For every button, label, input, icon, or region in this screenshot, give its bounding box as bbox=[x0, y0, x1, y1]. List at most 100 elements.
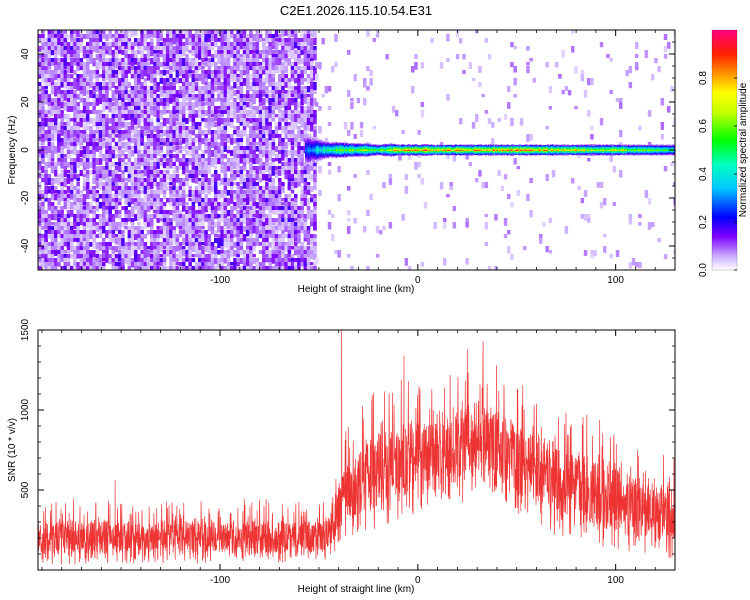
spectrogram-cell bbox=[156, 38, 160, 44]
spectrogram-cell bbox=[318, 126, 322, 134]
spectrogram-cell bbox=[63, 34, 68, 40]
spectrogram-cell bbox=[66, 46, 71, 53]
spectrogram-cell bbox=[242, 158, 247, 166]
spectrogram-cell bbox=[111, 82, 116, 89]
spectrogram-cell bbox=[54, 50, 58, 58]
spectrogram-cell bbox=[201, 246, 205, 251]
spectrogram-cell bbox=[252, 118, 256, 126]
spectrogram-cell bbox=[278, 42, 282, 46]
spectrogram-cell bbox=[57, 82, 61, 89]
spectrogram-cell bbox=[102, 98, 106, 103]
spectrogram-cell bbox=[111, 202, 116, 209]
spectrogram-cell bbox=[249, 126, 253, 133]
spectrogram-cell bbox=[580, 74, 585, 82]
spectrogram-cell bbox=[548, 218, 553, 223]
spectrogram-cell bbox=[246, 74, 250, 81]
spectrogram-cell bbox=[252, 206, 256, 210]
spectrogram-cell bbox=[233, 206, 237, 211]
spectrogram-cell bbox=[175, 106, 180, 112]
spectrogram-cell bbox=[105, 258, 109, 263]
spectrogram-cell bbox=[172, 146, 176, 152]
spectrogram-cell bbox=[255, 182, 260, 186]
spectrogram-cell bbox=[118, 42, 122, 47]
spectrogram-cell bbox=[102, 182, 106, 186]
spectrogram-cell bbox=[255, 194, 260, 201]
spectrogram-cell bbox=[130, 50, 135, 56]
spectrogram-cell bbox=[220, 130, 224, 137]
spectrogram-cell bbox=[249, 30, 253, 37]
spectrogram-band-slice bbox=[313, 148, 315, 152]
spectrogram-cell bbox=[92, 122, 96, 127]
spectrogram-cell bbox=[166, 234, 170, 238]
spectrogram-cell bbox=[246, 222, 250, 227]
spectrogram-cell bbox=[201, 50, 205, 58]
spectrogram-cell bbox=[172, 234, 176, 241]
spectrogram-cell bbox=[226, 198, 231, 203]
spectrogram-cell bbox=[172, 34, 176, 39]
spectrogram-cell bbox=[134, 266, 138, 270]
spectrogram-cell bbox=[178, 178, 183, 184]
spectrogram-cell bbox=[156, 110, 160, 116]
spectrogram-cell bbox=[290, 226, 295, 234]
spectrogram-cell bbox=[150, 50, 154, 57]
spectrogram-cell bbox=[127, 62, 132, 66]
spectrogram-cell bbox=[507, 194, 511, 199]
spectrogram-cell bbox=[178, 150, 183, 154]
spectrogram-cell bbox=[63, 142, 68, 149]
spectrogram-cell bbox=[350, 98, 354, 102]
spectrogram-cell bbox=[41, 46, 45, 54]
spectrogram-cell bbox=[471, 78, 476, 82]
spectrogram-cell bbox=[303, 234, 308, 239]
spectrogram-cell bbox=[268, 122, 272, 130]
spectrogram-cell bbox=[159, 182, 164, 188]
spectrogram-cell bbox=[217, 114, 221, 122]
spectrogram-cell bbox=[246, 82, 250, 90]
spectrogram-cell bbox=[102, 214, 106, 221]
spectrogram-cell bbox=[564, 86, 569, 92]
spectrogram-cell bbox=[73, 250, 77, 256]
spectrogram-cell bbox=[310, 98, 314, 105]
spectrogram-cell bbox=[207, 214, 212, 222]
spectrogram-cell bbox=[185, 238, 189, 244]
spectrogram-cell bbox=[111, 114, 116, 121]
spectrogram-cell bbox=[290, 114, 295, 121]
spectrogram-cell bbox=[207, 170, 212, 174]
spectrogram-cell bbox=[41, 142, 45, 146]
spectrogram-cell bbox=[443, 222, 447, 229]
spectrogram-cell bbox=[230, 138, 234, 145]
spectrogram-cell bbox=[287, 102, 292, 107]
spectrogram-cell bbox=[226, 50, 231, 57]
spectrogram-cell bbox=[242, 174, 247, 178]
spectrogram-cell bbox=[214, 170, 218, 177]
spectrogram-cell bbox=[134, 86, 138, 94]
spectrogram-cell bbox=[246, 102, 250, 108]
spectrogram-cell bbox=[255, 202, 260, 209]
spectrogram-cell bbox=[121, 218, 125, 224]
spectrogram-cell bbox=[252, 202, 256, 210]
spectrogram-cell bbox=[82, 222, 87, 228]
spectrogram-cell bbox=[150, 90, 154, 95]
spectrogram-cell bbox=[239, 30, 244, 38]
spectrogram-cell bbox=[255, 38, 260, 45]
spectrogram-cell bbox=[287, 150, 292, 156]
spectrogram-cell bbox=[366, 66, 370, 72]
spectrogram-cell bbox=[41, 262, 45, 268]
spectrogram-cell bbox=[63, 46, 68, 54]
spectrogram-cell bbox=[79, 238, 84, 243]
spectrogram-cell bbox=[102, 202, 106, 208]
spectrogram-cell bbox=[233, 222, 237, 228]
spectrogram-cell bbox=[95, 206, 100, 212]
spectrogram-cell bbox=[188, 226, 192, 230]
spectrogram-cell bbox=[294, 218, 298, 222]
spectrogram-cell bbox=[111, 42, 116, 48]
spectrogram-cell bbox=[79, 94, 84, 102]
spectrogram-band-slice bbox=[325, 150, 327, 151]
spectrogram-cell bbox=[242, 254, 247, 261]
spectrogram-cell bbox=[134, 178, 138, 184]
spectrogram-cell bbox=[50, 74, 55, 81]
spectrogram-cell bbox=[278, 134, 282, 141]
spectrogram-cell bbox=[278, 242, 282, 250]
spectrogram-cell bbox=[134, 198, 138, 205]
spectrogram-cell bbox=[287, 246, 292, 253]
spectrogram-cell bbox=[114, 114, 119, 121]
